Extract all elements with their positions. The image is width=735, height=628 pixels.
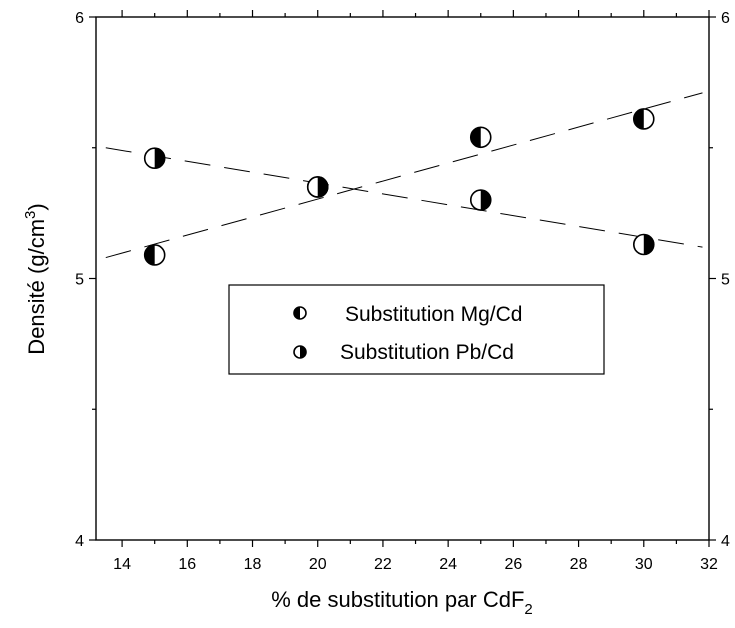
x-tick-label: 14	[113, 556, 131, 573]
x-tick-label: 20	[309, 556, 327, 573]
legend-marker-2	[293, 345, 307, 359]
trend-line-1	[105, 92, 703, 259]
data-point-series-2	[469, 189, 492, 211]
trend-line-2	[105, 147, 703, 248]
y-tick-label-right: 5	[721, 272, 730, 289]
trend-lines	[105, 92, 703, 259]
y-tick-label: 6	[75, 10, 84, 27]
x-tick-label: 26	[504, 556, 522, 573]
x-tick-label: 30	[635, 556, 653, 573]
legend: Substitution Mg/Cd Substitution Pb/Cd	[228, 284, 605, 375]
x-tick-label: 22	[374, 556, 392, 573]
x-tick-label: 32	[700, 556, 718, 573]
y-tick-label: 5	[75, 272, 84, 289]
x-axis-title: % de substitution par CdF2	[271, 587, 532, 618]
legend-markers	[293, 306, 307, 359]
legend-marker-1	[293, 306, 307, 320]
y-tick-label: 4	[75, 533, 84, 550]
y-axis-title: Densité (g/cm3)	[22, 203, 49, 354]
data-points	[143, 108, 655, 266]
plot-frame	[95, 16, 710, 541]
data-point-series-2	[306, 176, 329, 198]
data-point-series-1	[143, 244, 166, 266]
y-tick-label-right: 4	[721, 533, 730, 550]
y-tick-label-right: 6	[721, 10, 730, 27]
legend-label-1: Substitution Mg/Cd	[345, 303, 522, 326]
x-tick-label: 16	[178, 556, 196, 573]
data-point-series-1	[632, 108, 655, 130]
data-point-series-2	[143, 147, 166, 170]
legend-box	[228, 284, 605, 375]
axis-ticks: 14 16 18 20 22 24 26 28 30 324 45 56 6	[75, 10, 730, 573]
x-tick-label: 18	[244, 556, 262, 573]
x-tick-label: 24	[439, 556, 457, 573]
data-point-series-1	[469, 126, 492, 149]
x-tick-label: 28	[570, 556, 588, 573]
legend-label-2: Substitution Pb/Cd	[340, 341, 514, 364]
data-point-series-2	[632, 233, 655, 256]
